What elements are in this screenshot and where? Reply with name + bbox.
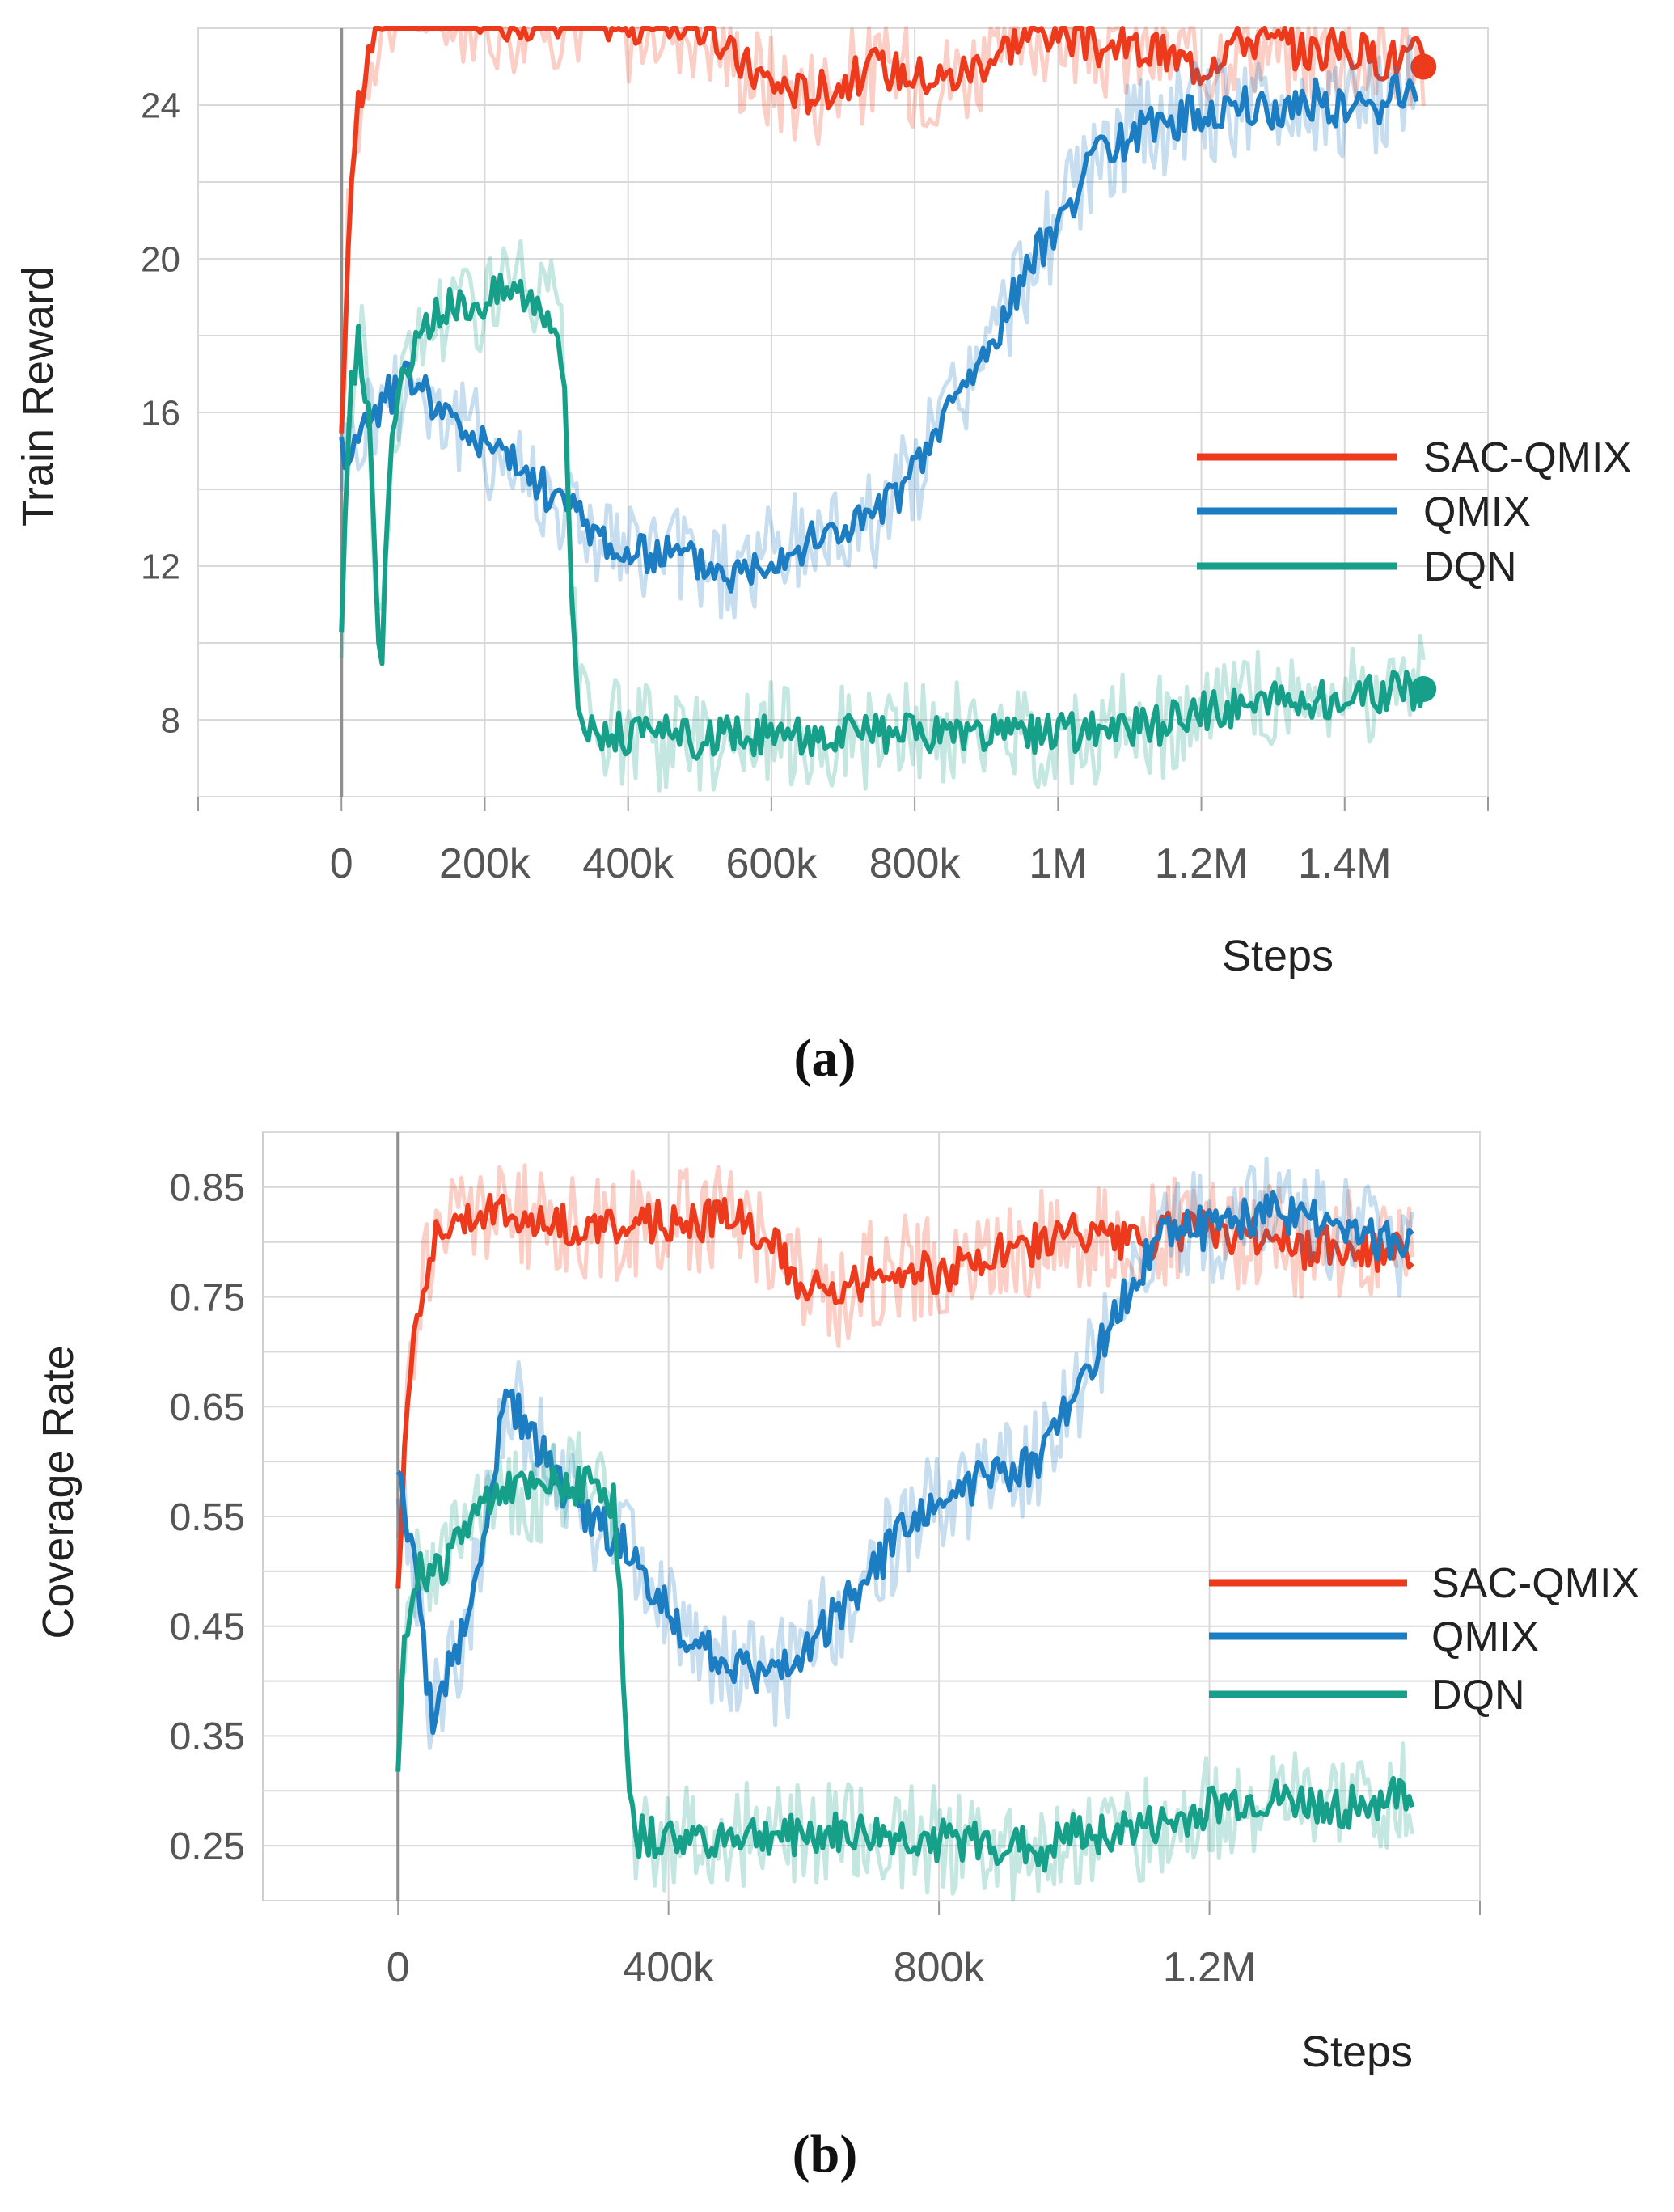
x-tick-label: 1.4M xyxy=(1298,840,1392,887)
legend-label-dqn: DQN xyxy=(1423,543,1517,590)
x-tick-label: 1.2M xyxy=(1155,840,1249,887)
y-axis-title: Train Reward xyxy=(14,266,62,527)
y-tick-label: 0.25 xyxy=(170,1825,245,1868)
x-axis-title: Steps xyxy=(1222,932,1334,980)
y-tick-label: 8 xyxy=(161,700,180,740)
y-tick-label: 0.65 xyxy=(170,1386,245,1429)
chart-train-reward: 8 12 16 20 24 0 200k 400k 600k 800k 1M 1.2M 1.4M Step… xyxy=(14,26,1631,1088)
y-tick-label: 24 xyxy=(141,86,180,125)
y-tick-label: 0.55 xyxy=(170,1496,245,1539)
series-endpoint-sac-qmix xyxy=(1410,53,1437,80)
x-tick-label: 400k xyxy=(582,840,674,887)
series-raw-dqn xyxy=(339,239,1426,793)
y-tick-label: 0.75 xyxy=(170,1276,245,1319)
x-tick-label: 800k xyxy=(894,1944,986,1991)
series-line-dqn xyxy=(395,1465,1415,1873)
y-tick-label: 0.45 xyxy=(170,1606,245,1649)
series-line-qmix xyxy=(339,73,1419,594)
x-axis-title: Steps xyxy=(1301,2028,1413,2076)
x-tick-label: 800k xyxy=(869,840,962,887)
y-tick-label: 20 xyxy=(141,239,180,279)
x-tick-label: 1M xyxy=(1029,840,1087,887)
series-raw-sac-qmix xyxy=(395,1163,1414,1538)
legend-label-qmix: QMIX xyxy=(1423,489,1531,535)
legend-label-sac-qmix: SAC-QMIX xyxy=(1423,434,1631,481)
x-tick-label: 600k xyxy=(726,840,818,887)
chart-coverage-rate: 0.25 0.35 0.45 0.55 0.65 0.75 0.85 0 400k 800k 1.2… xyxy=(34,1131,1639,2184)
panel-caption: (b) xyxy=(793,2125,858,2184)
y-axis-title: Coverage Rate xyxy=(34,1345,82,1639)
x-tick-label: 0 xyxy=(387,1944,410,1991)
x-tick-label: 1.2M xyxy=(1163,1944,1257,1991)
x-tick-label: 400k xyxy=(623,1944,715,1991)
series-line-sac-qmix xyxy=(339,26,1427,434)
legend-label-dqn: DQN xyxy=(1431,1672,1525,1719)
y-tick-label: 16 xyxy=(141,393,180,433)
legend-label-qmix: QMIX xyxy=(1431,1614,1539,1660)
panel-caption: (a) xyxy=(794,1029,856,1088)
series-endpoint-dqn xyxy=(1410,676,1437,702)
legend-label-sac-qmix: SAC-QMIX xyxy=(1431,1560,1639,1607)
y-tick-label: 0.35 xyxy=(170,1715,245,1758)
x-tick-label: 200k xyxy=(439,840,531,887)
y-tick-label: 12 xyxy=(141,547,180,586)
y-tick-label: 0.85 xyxy=(170,1167,245,1210)
series-line-dqn xyxy=(339,272,1427,761)
x-tick-label: 0 xyxy=(330,840,353,887)
